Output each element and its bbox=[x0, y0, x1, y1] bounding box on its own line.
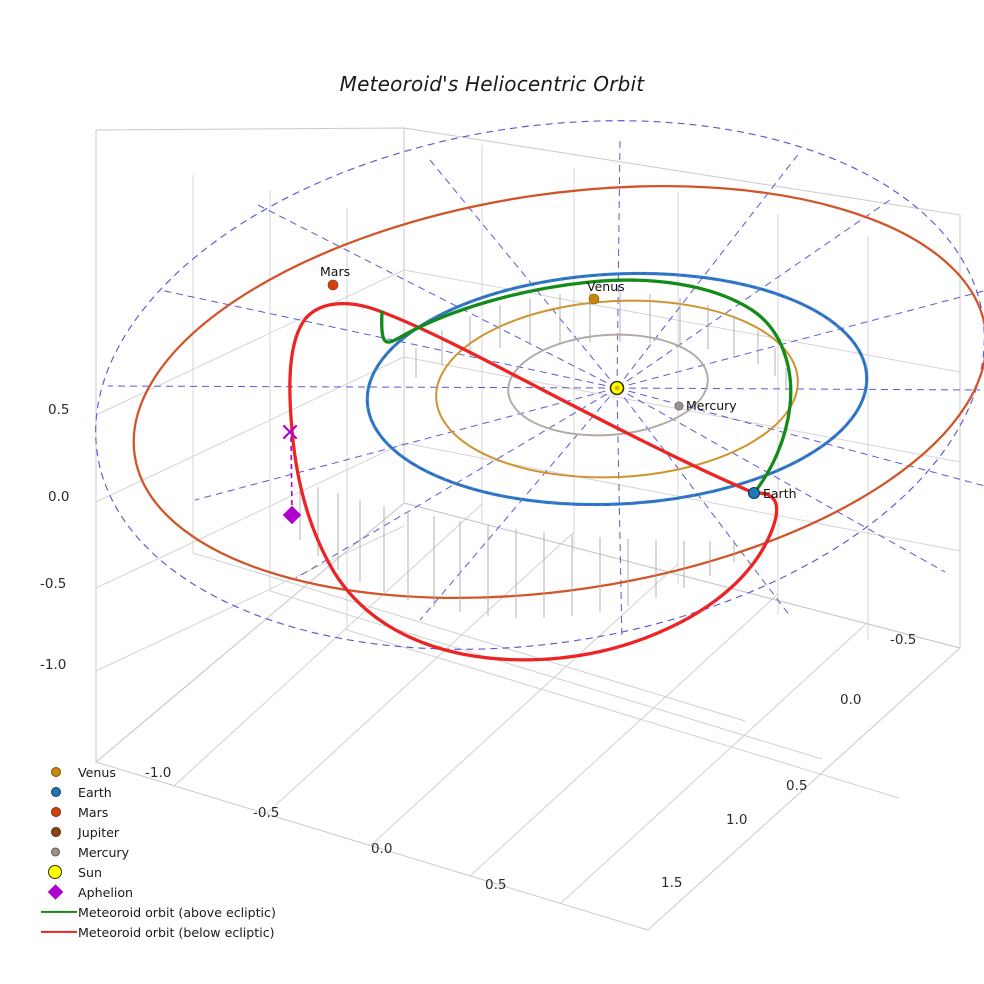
legend-item-meteoroid-above[interactable]: Meteoroid orbit (above ecliptic) bbox=[38, 902, 338, 922]
marker-venus bbox=[588, 293, 600, 305]
marker-mars bbox=[327, 279, 339, 291]
body-markers bbox=[327, 279, 761, 500]
circle-marker-icon bbox=[38, 842, 78, 862]
circle-marker-icon bbox=[38, 782, 78, 802]
legend-label: Earth bbox=[78, 784, 112, 800]
legend: Venus Earth Mars Jupiter Mercury bbox=[38, 762, 338, 942]
x-tick: -1.0 bbox=[145, 765, 172, 781]
legend-item-earth[interactable]: Earth bbox=[38, 782, 338, 802]
meteoroid-droplines bbox=[299, 292, 791, 618]
marker-mercury bbox=[674, 401, 684, 411]
legend-label: Aphelion bbox=[78, 884, 134, 900]
label-mars: Mars bbox=[320, 264, 351, 279]
radial-spokes bbox=[107, 139, 984, 641]
legend-item-mercury[interactable]: Mercury bbox=[38, 842, 338, 862]
legend-label: Meteoroid orbit (below ecliptic) bbox=[78, 924, 275, 940]
legend-label: Jupiter bbox=[78, 824, 120, 840]
legend-label: Mercury bbox=[78, 844, 130, 860]
circle-marker-icon bbox=[38, 862, 78, 882]
jupiter-orbit-dashed bbox=[95, 120, 984, 650]
x-tick: 0.5 bbox=[485, 877, 507, 893]
line-swatch-icon bbox=[38, 922, 78, 942]
diamond-marker-icon bbox=[38, 882, 78, 902]
y-tick: -0.5 bbox=[890, 632, 917, 648]
label-mercury: Mercury bbox=[686, 398, 737, 413]
meteoroid-orbit-below-ecliptic bbox=[288, 302, 779, 662]
legend-label: Meteoroid orbit (above ecliptic) bbox=[78, 904, 276, 920]
marker-sun-core bbox=[614, 385, 620, 391]
page-title: Meteoroid's Heliocentric Orbit bbox=[339, 72, 645, 96]
label-venus: Venus bbox=[587, 279, 625, 294]
label-earth: Earth bbox=[763, 486, 797, 501]
circle-marker-icon bbox=[38, 822, 78, 842]
line-swatch-icon bbox=[38, 902, 78, 922]
z-tick: 0.0 bbox=[48, 489, 70, 505]
legend-item-venus[interactable]: Venus bbox=[38, 762, 338, 782]
x-tick: -0.5 bbox=[253, 805, 280, 821]
marker-earth bbox=[747, 486, 761, 500]
aphelion-cross-icon bbox=[282, 424, 298, 440]
circle-marker-icon bbox=[38, 802, 78, 822]
earth-orbit bbox=[365, 271, 869, 507]
y-tick: 0.0 bbox=[840, 692, 862, 708]
meteoroid-orbit-above-ecliptic bbox=[380, 278, 793, 495]
legend-label: Venus bbox=[78, 764, 116, 780]
x-tick: 0.0 bbox=[371, 841, 393, 857]
circle-marker-icon bbox=[38, 762, 78, 782]
z-tick: 0.5 bbox=[48, 402, 70, 418]
y-tick: 1.5 bbox=[661, 875, 683, 891]
y-tick: 0.5 bbox=[786, 778, 808, 794]
aphelion-marker bbox=[282, 505, 302, 525]
venus-orbit bbox=[435, 299, 799, 479]
z-tick: -0.5 bbox=[40, 576, 67, 592]
axes-left-pane-grid bbox=[95, 127, 405, 764]
legend-item-sun[interactable]: Sun bbox=[38, 862, 338, 882]
legend-label: Mars bbox=[78, 804, 109, 820]
z-tick: -1.0 bbox=[40, 657, 67, 673]
mercury-orbit bbox=[507, 333, 709, 437]
legend-label: Sun bbox=[78, 864, 102, 880]
legend-item-aphelion[interactable]: Aphelion bbox=[38, 882, 338, 902]
legend-item-jupiter[interactable]: Jupiter bbox=[38, 822, 338, 842]
mars-orbit bbox=[132, 184, 984, 600]
aphelion-connector bbox=[290, 436, 293, 513]
legend-item-meteoroid-below[interactable]: Meteoroid orbit (below ecliptic) bbox=[38, 922, 338, 942]
y-tick: 1.0 bbox=[726, 812, 748, 828]
legend-item-mars[interactable]: Mars bbox=[38, 802, 338, 822]
